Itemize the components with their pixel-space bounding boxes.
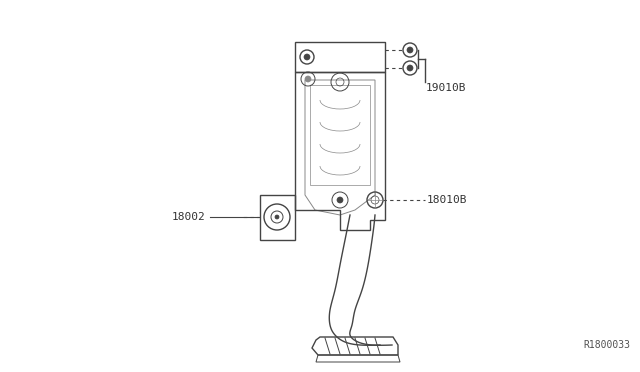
Circle shape [337,197,343,203]
Circle shape [407,47,413,53]
Circle shape [305,76,311,82]
Text: R1800033: R1800033 [583,340,630,350]
Circle shape [275,215,279,219]
Text: 18010B: 18010B [427,195,467,205]
Text: 18002: 18002 [172,212,205,222]
Circle shape [407,65,413,71]
Circle shape [304,54,310,60]
Text: 19010B: 19010B [426,83,467,93]
